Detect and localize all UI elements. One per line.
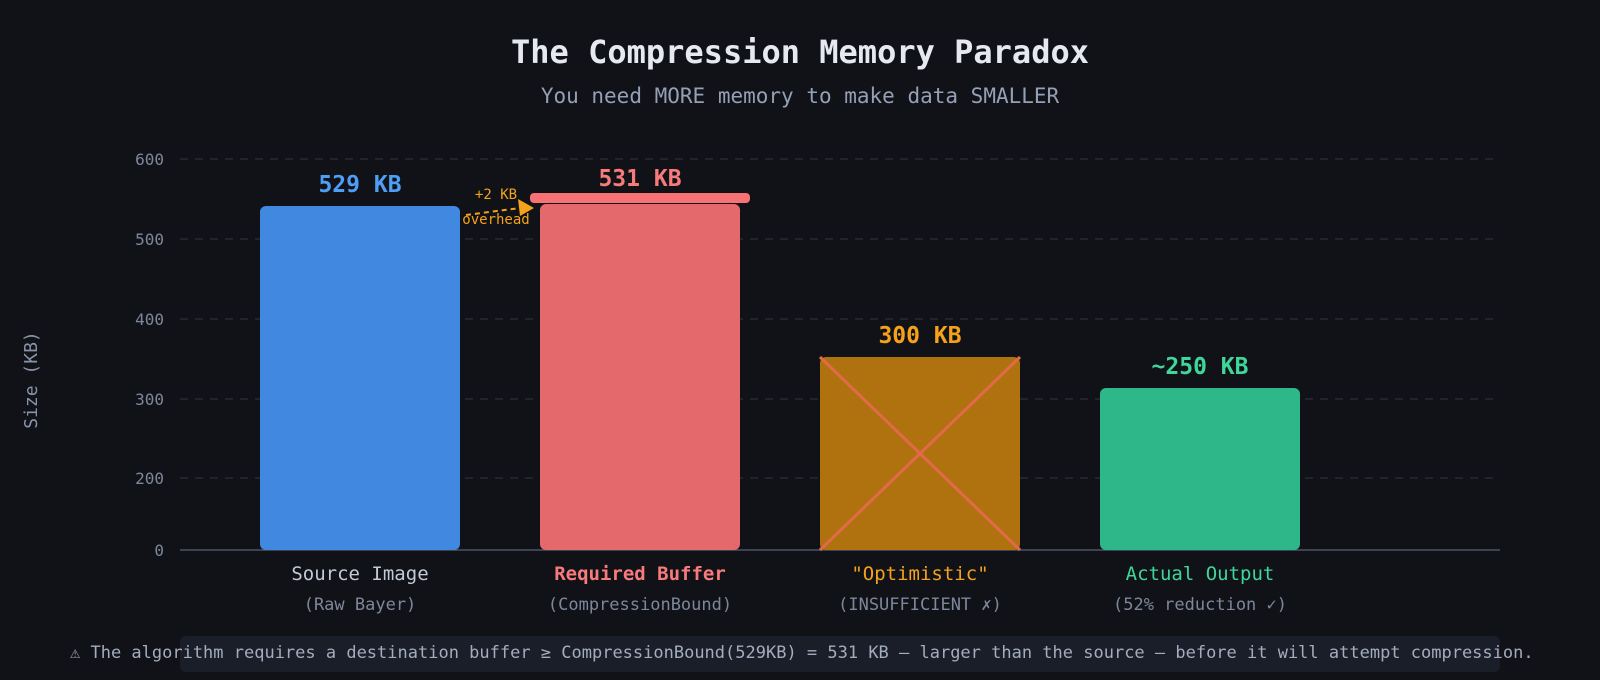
bar (540, 204, 740, 550)
category-label: Source Image (291, 563, 428, 585)
annotation-arrowhead (518, 199, 534, 216)
footer-warning-text: ⚠ The algorithm requires a destination b… (70, 643, 1534, 663)
bar-value-label: 300 KB (878, 323, 961, 349)
category-label: "Optimistic" (851, 563, 988, 585)
category-sublabel: (Raw Bayer) (304, 595, 417, 615)
bar-value-label: 531 KB (598, 166, 681, 192)
chart: The Compression Memory Paradox You need … (21, 33, 1500, 615)
bar-value-label: ~250 KB (1152, 354, 1249, 380)
y-tick-label: 500 (135, 230, 164, 249)
annotation-arrow-line (465, 207, 521, 216)
y-tick-label: 200 (135, 469, 164, 488)
bar (260, 206, 460, 550)
bar-value-label: 529 KB (318, 172, 401, 198)
cross-line (818, 355, 1022, 552)
footer-banner (180, 636, 1500, 672)
category-sublabel: (INSUFFICIENT ✗) (838, 595, 1002, 615)
bar-layer (260, 193, 1300, 552)
bar (1100, 388, 1300, 550)
y-axis-label: Size (KB) (21, 331, 42, 429)
chart-title: The Compression Memory Paradox (511, 33, 1089, 71)
category-label: Actual Output (1126, 563, 1275, 585)
y-tick-label: 0 (154, 541, 164, 560)
annotation-line1: +2 KB (475, 187, 517, 203)
chart-subtitle: You need MORE memory to make data SMALLE… (541, 84, 1060, 108)
annotation-line2: overhead (462, 212, 529, 228)
overhead-annotation: +2 KB overhead (462, 187, 534, 228)
y-tick-label: 400 (135, 310, 164, 329)
category-sublabel: (52% reduction ✓) (1113, 595, 1287, 615)
y-tick-label: 300 (135, 390, 164, 409)
label-layer: 529 KB Source Image (Raw Bayer) 531 KB Requi… (291, 166, 1287, 615)
overhead-cap (530, 193, 750, 203)
category-label: Required Buffer (554, 563, 726, 585)
y-tick-label: 600 (135, 150, 164, 169)
category-sublabel: (CompressionBound) (548, 595, 732, 615)
